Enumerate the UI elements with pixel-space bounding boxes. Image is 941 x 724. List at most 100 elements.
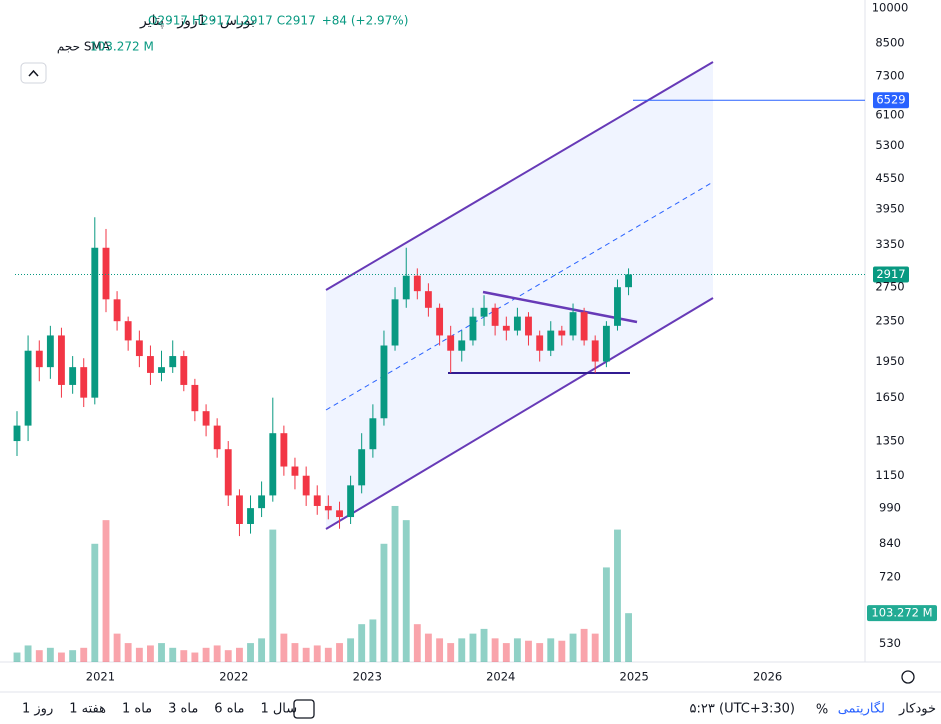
candle-body: [480, 307, 488, 317]
candle-body: [347, 485, 355, 518]
candle-body: [436, 307, 444, 336]
volume-bar: [447, 643, 455, 662]
ohlc-item: O2917: [148, 14, 188, 28]
volume-layer: [13, 505, 632, 662]
volume-bar: [135, 647, 143, 662]
volume-bar: [269, 529, 277, 662]
volume-bar: [280, 633, 288, 662]
candle-body: [202, 411, 210, 426]
range-button[interactable]: 1 سال: [260, 702, 297, 717]
candle-body: [213, 425, 221, 450]
volume-bar: [236, 647, 243, 662]
volume-bar: [147, 645, 154, 662]
y-tick-label: 6100: [875, 107, 904, 121]
volume-bar: [369, 619, 377, 662]
candle-body: [224, 449, 232, 496]
volume-bar: [102, 520, 110, 662]
y-tick-label: 840: [879, 536, 901, 550]
candle-body: [591, 340, 599, 362]
x-tick-label: 2025: [620, 670, 649, 684]
candle-body: [513, 316, 521, 331]
candle-body: [24, 350, 32, 426]
y-tick-label: 1650: [875, 390, 904, 404]
candle-body: [502, 325, 510, 331]
x-tick-label: 2023: [353, 670, 382, 684]
trend-line: [482, 290, 638, 324]
y-tick-label: 720: [879, 570, 901, 584]
candle-body: [313, 495, 321, 506]
x-tick-label: 2026: [753, 670, 782, 684]
volume-bar: [436, 638, 444, 662]
y-tick-label: 530: [879, 636, 901, 650]
volume-badge: [867, 605, 937, 622]
volume-bar: [502, 643, 510, 662]
candle-body: [469, 316, 477, 341]
volume-bar: [113, 633, 121, 662]
candle-body: [269, 433, 277, 496]
y-tick-label: 990: [879, 501, 901, 515]
volume-bar: [213, 645, 221, 662]
volume-bar: [313, 645, 321, 662]
auto-toggle[interactable]: خودکار: [898, 702, 936, 717]
volume-bar: [558, 640, 566, 662]
channel-lower: [325, 297, 714, 530]
date-range-icon[interactable]: [293, 699, 315, 719]
volume-bar: [602, 567, 610, 662]
y-tick-label: 1150: [875, 468, 904, 482]
y-tick-label: 3950: [875, 201, 904, 215]
range-button[interactable]: 1 ماه: [122, 702, 152, 717]
range-button[interactable]: 1 روز: [22, 702, 53, 717]
volume-bar: [380, 543, 388, 662]
settings-icon[interactable]: [901, 670, 915, 684]
volume-bar: [424, 633, 432, 662]
range-button[interactable]: 6 ماه: [214, 702, 244, 717]
candle-body: [614, 287, 621, 326]
collapse-button[interactable]: [20, 62, 47, 84]
volume-bar: [580, 628, 588, 662]
percent-toggle[interactable]: %: [816, 703, 828, 718]
candle-body: [247, 508, 254, 524]
candle-body: [69, 367, 77, 385]
candle-body: [380, 345, 388, 419]
y-tick-label: 8500: [875, 36, 904, 50]
volume-bar: [58, 652, 65, 662]
ohlc-item: L2917: [236, 14, 273, 28]
volume-bar: [302, 647, 310, 662]
y-tick-label: 10000: [872, 1, 909, 15]
volume-bar: [69, 650, 77, 662]
range-button[interactable]: 3 ماه: [168, 702, 198, 717]
volume-bar: [13, 652, 21, 662]
alert-label: 6529: [876, 93, 905, 107]
volume-bar: [124, 643, 132, 662]
ohlc-item: H2917: [192, 14, 232, 28]
y-tick-label: 1350: [875, 434, 904, 448]
volume-bar: [536, 643, 544, 662]
candle-body: [536, 335, 544, 351]
candle-body: [569, 312, 577, 336]
candle-body: [547, 330, 555, 351]
range-button[interactable]: 1 هفته: [69, 702, 106, 717]
volume-bar: [458, 638, 466, 662]
volume-bar: [469, 633, 477, 662]
candle-body: [491, 307, 499, 326]
y-tick-label: 2750: [875, 280, 904, 294]
candle-body: [402, 275, 410, 300]
candle-body: [302, 475, 310, 496]
candle-body: [424, 291, 432, 308]
candle-body: [280, 433, 288, 467]
candle-body: [102, 247, 110, 300]
candle-body: [180, 356, 188, 385]
candle-body: [113, 299, 121, 322]
candle-body: [80, 367, 88, 398]
candle-body: [258, 495, 266, 509]
last-price-badge: [873, 266, 909, 283]
candle-body: [191, 384, 199, 412]
y-tick-label: 3350: [875, 237, 904, 251]
timezone[interactable]: ۵:۲۳ (UTC+3:30): [690, 702, 795, 717]
candle-body: [625, 274, 632, 288]
candle-body: [46, 335, 54, 368]
log-toggle[interactable]: لگاریتمی: [838, 701, 885, 717]
volume-bar: [24, 645, 32, 662]
